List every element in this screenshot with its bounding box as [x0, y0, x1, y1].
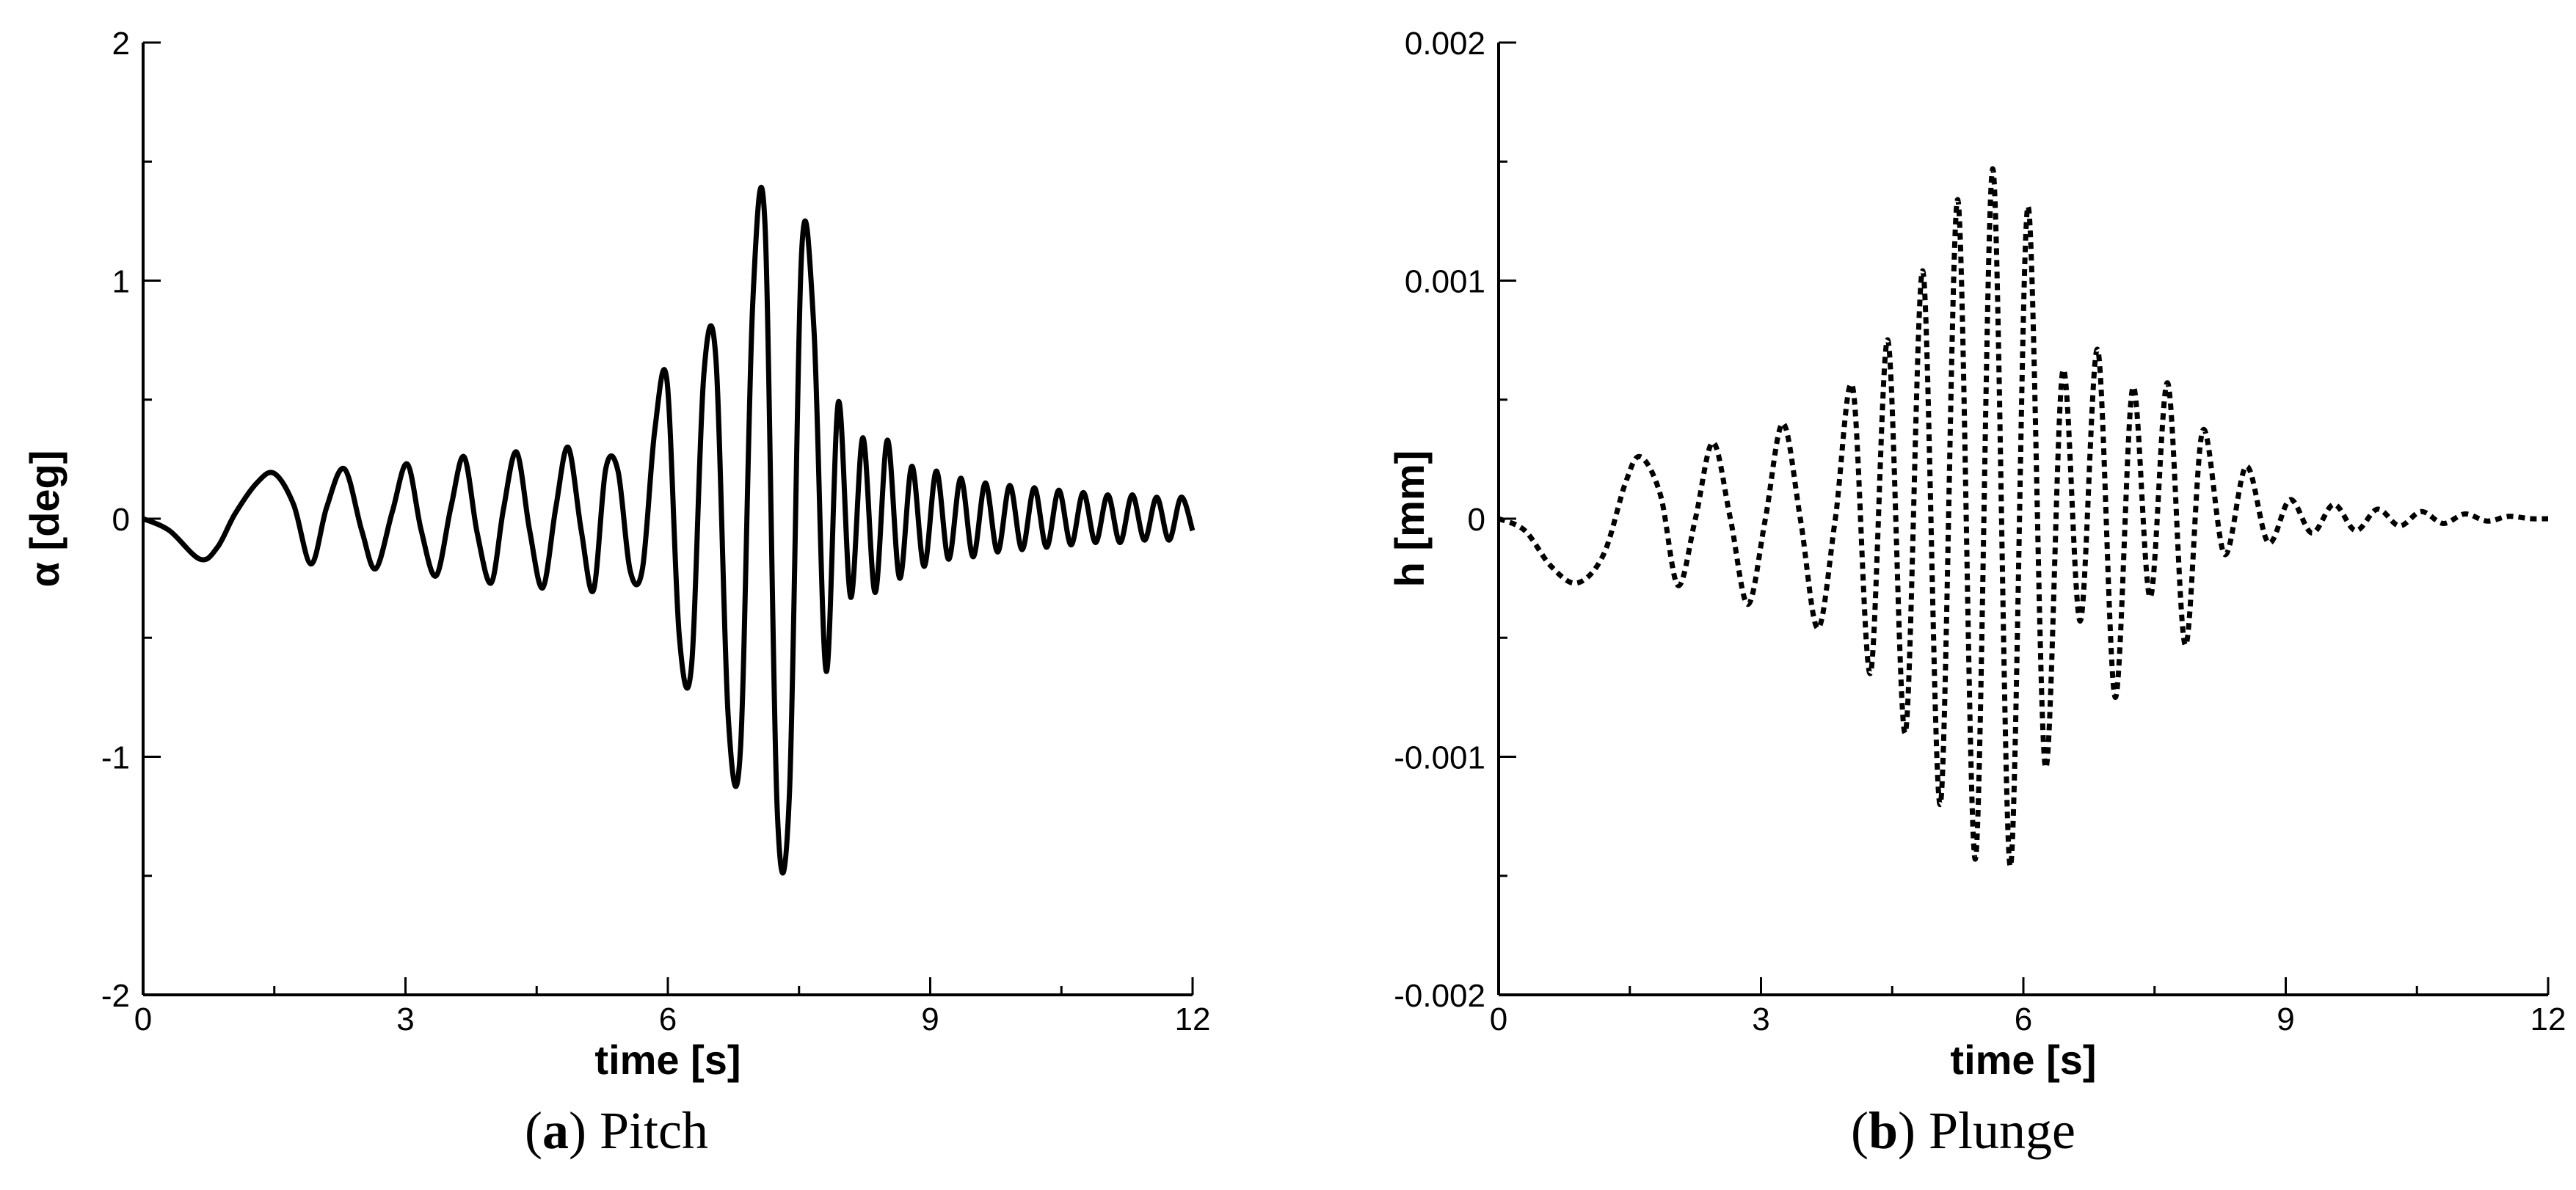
x-tick-label: 12 — [1175, 1001, 1211, 1037]
y-axis-label: h [mm] — [1386, 450, 1433, 588]
caption-b-letter: b — [1868, 1101, 1899, 1160]
x-tick-label: 9 — [921, 1001, 939, 1037]
x-axis-label: time [s] — [594, 1037, 741, 1083]
y-tick-label: 0.001 — [1405, 264, 1485, 300]
caption-a: (a) Pitch — [525, 1101, 708, 1160]
x-tick-label: 0 — [134, 1001, 152, 1037]
x-tick-label: 3 — [396, 1001, 414, 1037]
y-tick-label: 1 — [112, 264, 130, 300]
x-tick-label: 6 — [2015, 1001, 2032, 1037]
caption-a-text: Pitch — [599, 1101, 708, 1160]
y-tick-label: 0.002 — [1405, 26, 1485, 62]
x-tick-label: 6 — [659, 1001, 677, 1037]
x-tick-label: 3 — [1752, 1001, 1769, 1037]
x-axis-label: time [s] — [1950, 1037, 2096, 1083]
y-tick-label: -0.002 — [1394, 978, 1485, 1014]
y-tick-label: 0 — [1468, 502, 1485, 538]
caption-b-text: Plunge — [1929, 1101, 2076, 1160]
y-tick-label: 0 — [112, 502, 130, 538]
y-tick-label: -2 — [101, 978, 130, 1014]
caption-a-letter: a — [542, 1101, 569, 1160]
y-tick-label: 2 — [112, 26, 130, 62]
caption-b: (b) Plunge — [1850, 1101, 2076, 1160]
y-axis-label: α [deg] — [21, 450, 68, 588]
chart-plunge: 0 3 6 9 12 -0.002 -0.001 0 0.001 0.002 time [s] h [… — [1386, 26, 2566, 1083]
x-tick-label: 9 — [2277, 1001, 2294, 1037]
y-tick-label: -0.001 — [1394, 740, 1485, 776]
series-line — [1497, 166, 2549, 869]
y-tick-label: -1 — [101, 740, 130, 776]
x-tick-label: 12 — [2530, 1001, 2566, 1037]
series-line — [142, 184, 1196, 876]
x-tick-label: 0 — [1490, 1001, 1507, 1037]
